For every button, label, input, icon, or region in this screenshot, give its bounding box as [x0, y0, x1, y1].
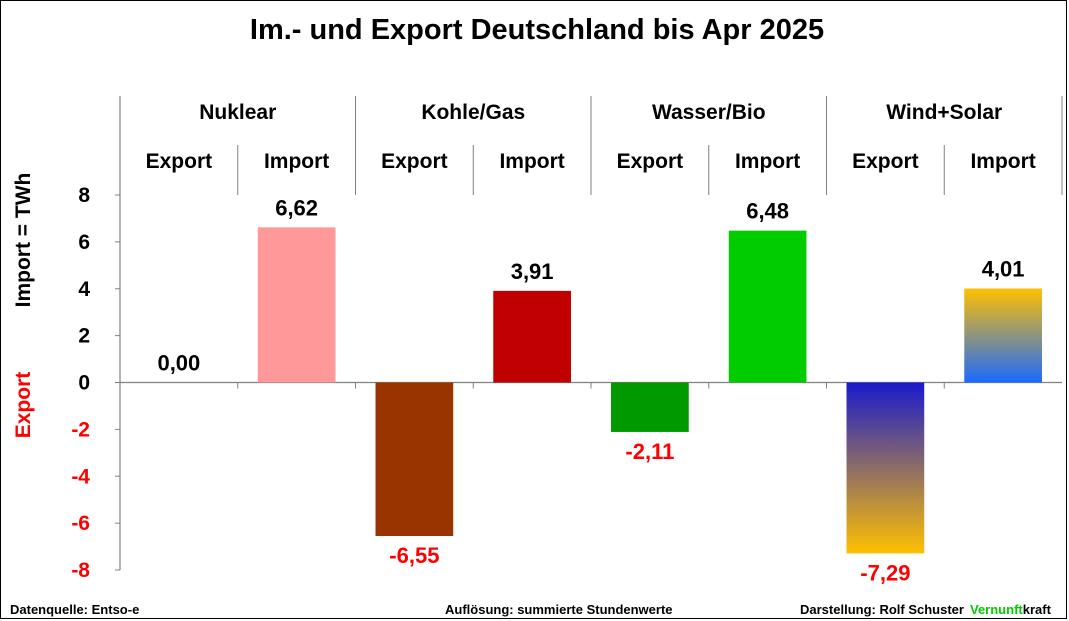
value-labels: 0,00 6,62 -6,55 3,91 -2,11 6,48 -7,29 4,01: [157, 195, 1024, 585]
y-tick-label: 4: [78, 278, 90, 301]
bar: [375, 382, 454, 537]
data-label: 0,00: [157, 351, 200, 376]
data-label: 3,91: [511, 259, 554, 284]
bar: [493, 290, 571, 383]
footer-brand-vernunft: Vernunft: [970, 602, 1023, 617]
y-axis: 8 6 4 2 0 -2 -4 -6 -8: [71, 184, 120, 582]
y-tick-label: 0: [78, 372, 90, 395]
footer-resolution: Auflösung: summierte Stundenwerte: [445, 602, 673, 617]
bar: [846, 382, 925, 554]
bar: [728, 230, 807, 383]
group-label: Kohle/Gas: [421, 101, 525, 124]
bar-category-label: Import: [499, 150, 564, 173]
group-labels: Nuklear Export Import Kohle/Gas Export Import…: [146, 101, 1036, 173]
y-tick-label: -4: [71, 465, 90, 488]
footer-source: Datenquelle: Entso-e: [10, 602, 139, 617]
data-label: -2,11: [625, 439, 674, 464]
bar-category-label: Export: [381, 150, 448, 173]
group-label: Nuklear: [199, 101, 276, 124]
footer-brand-kraft: kraft: [1023, 602, 1052, 617]
bar-category-label: Import: [970, 150, 1035, 173]
y-axis-label-import: Import = TWh: [12, 173, 35, 308]
bars: [257, 227, 1042, 554]
footer: Datenquelle: Entso-e Auflösung: summiert…: [10, 602, 1052, 617]
y-tick-label: -8: [71, 559, 90, 582]
data-label: -7,29: [860, 560, 910, 585]
y-tick-label: 2: [78, 325, 90, 348]
bar-category-label: Export: [146, 150, 213, 173]
bar: [611, 382, 689, 432]
group-label: Wasser/Bio: [652, 101, 766, 124]
bar: [257, 227, 336, 383]
data-label: -6,55: [389, 543, 439, 568]
data-label: 4,01: [982, 257, 1025, 282]
bar: [964, 288, 1042, 383]
group-label: Wind+Solar: [886, 101, 1002, 124]
data-label: 6,48: [746, 199, 789, 224]
y-tick-label: 8: [78, 184, 90, 207]
y-tick-label: 6: [78, 231, 90, 254]
bar-category-label: Export: [617, 150, 684, 173]
bar-category-label: Export: [852, 150, 919, 173]
y-axis-label-export: Export: [12, 372, 35, 439]
chart-title: Im.- und Export Deutschland bis Apr 2025: [250, 14, 824, 46]
footer-brand: Vernunftkraft: [970, 602, 1052, 617]
y-tick-label: -2: [71, 418, 90, 441]
bar-category-label: Import: [264, 150, 329, 173]
y-tick-label: -6: [71, 512, 90, 535]
data-label: 6,62: [275, 195, 318, 220]
footer-author: Darstellung: Rolf Schuster: [800, 602, 964, 617]
bar-category-label: Import: [735, 150, 800, 173]
